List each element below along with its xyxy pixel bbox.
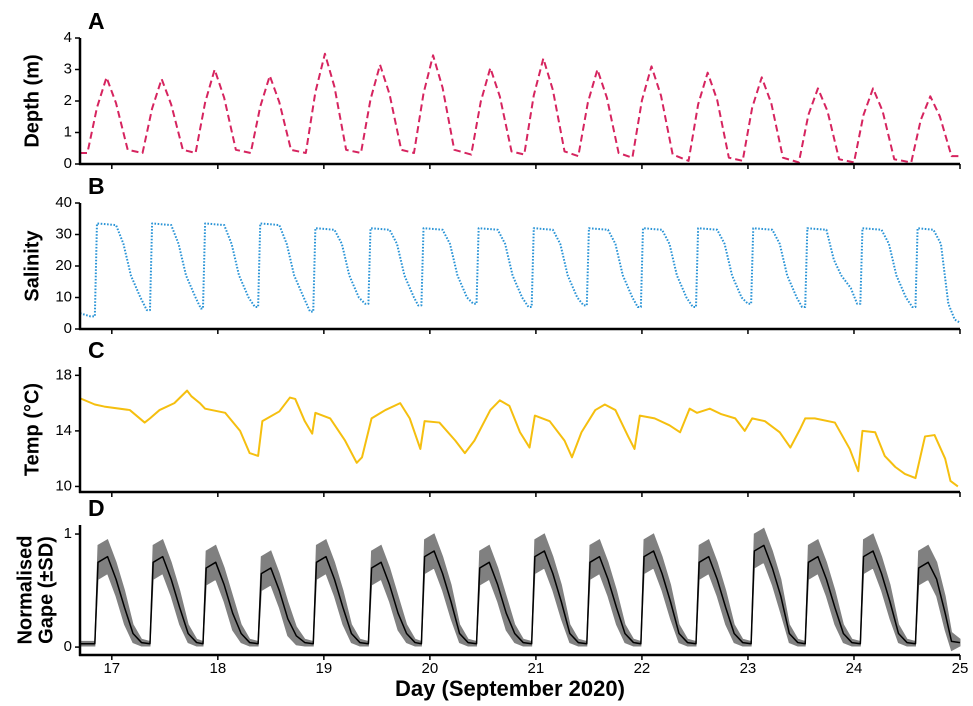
x-tick-label: 20: [422, 660, 439, 677]
x-tick-label: 17: [103, 660, 120, 677]
series-line: [80, 52, 960, 164]
y-tick-label: 0: [64, 155, 72, 172]
x-axis-label: Day (September 2020): [395, 676, 625, 701]
panel-label: C: [88, 337, 105, 363]
y-tick-label: 1: [64, 123, 72, 140]
sd-band: [79, 527, 961, 652]
y-axis-label: Gape (±SD): [35, 536, 57, 644]
panel-label: A: [88, 8, 105, 34]
y-axis-label: Normalised: [14, 536, 36, 645]
x-tick-label: 23: [740, 660, 757, 677]
y-tick-label: 20: [55, 257, 72, 274]
series-line: [79, 222, 961, 324]
x-tick-label: 18: [209, 660, 226, 677]
y-tick-label: 10: [55, 288, 72, 305]
x-tick-label: 21: [528, 660, 545, 677]
y-tick-label: 1: [64, 525, 72, 542]
series-line: [79, 389, 959, 488]
y-tick-label: 4: [64, 29, 72, 46]
series-line: [80, 544, 961, 645]
x-tick-label: 24: [846, 660, 863, 677]
x-tick-label: 25: [952, 660, 969, 677]
y-tick-label: 14: [55, 422, 72, 439]
x-tick-label: 19: [316, 660, 333, 677]
y-axis-label: Depth (m): [21, 54, 43, 147]
y-tick-label: 40: [55, 194, 72, 211]
y-tick-label: 0: [64, 638, 72, 655]
y-tick-label: 18: [55, 366, 72, 383]
y-tick-label: 3: [64, 60, 72, 77]
y-tick-label: 2: [64, 92, 72, 109]
x-tick-label: 22: [634, 660, 651, 677]
y-axis-label: Salinity: [21, 230, 43, 302]
y-tick-label: 30: [55, 225, 72, 242]
y-tick-label: 0: [64, 320, 72, 337]
y-axis-label: Temp (°C): [21, 383, 43, 476]
y-tick-label: 10: [55, 477, 72, 494]
panel-label: D: [88, 495, 105, 521]
panel-label: B: [88, 173, 105, 199]
